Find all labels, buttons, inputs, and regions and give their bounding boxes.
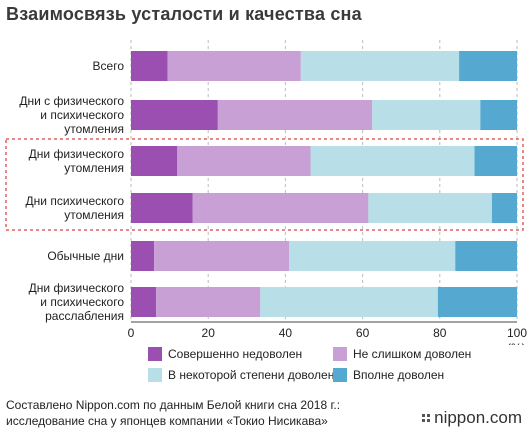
x-tick-label-100: 100 (507, 326, 527, 340)
bar-seg-c2-s0 (131, 146, 178, 176)
brand-dots-icon (422, 414, 431, 422)
legend-swatch-0 (148, 347, 162, 361)
x-tick-label-40: 40 (279, 326, 293, 340)
legend-label-2: В некоторой степени доволен (168, 368, 335, 382)
bar-seg-c0-s3 (459, 51, 517, 81)
bar-seg-c4-s0 (131, 241, 155, 271)
bar-seg-c2-s1 (177, 146, 311, 176)
bar-seg-c1-s0 (131, 100, 218, 130)
category-label-3-1: утомления (64, 208, 124, 222)
bar-seg-c3-s2 (368, 193, 492, 223)
x-tick-label-80: 80 (433, 326, 447, 340)
highlight-box (5, 138, 524, 231)
legend-item-1: Не слишком доволен (333, 347, 518, 361)
bar-seg-c3-s0 (131, 193, 193, 223)
legend-swatch-3 (333, 368, 347, 382)
legend-label-1: Не слишком доволен (353, 347, 472, 361)
category-label-5-1: и психического (40, 295, 124, 309)
category-label-2-1: утомления (64, 161, 124, 175)
category-label-1-1: и психического (40, 108, 124, 122)
category-label-3-0: Дни психического (26, 194, 125, 208)
legend-item-3: Вполне доволен (333, 368, 518, 382)
bar-seg-c1-s2 (372, 100, 481, 130)
bar-seg-c5-s3 (437, 287, 517, 317)
bar-seg-c5-s2 (260, 287, 438, 317)
category-label-4-0: Обычные дни (47, 249, 124, 263)
chart-title: Взаимосвязь усталости и качества сна (6, 4, 362, 24)
source-line-2: исследование сна у японцев компании «Ток… (6, 414, 328, 428)
category-label-1-2: утомления (64, 122, 124, 136)
bar-seg-c1-s3 (480, 100, 517, 130)
bar-seg-c3-s3 (491, 193, 517, 223)
category-label-1-0: Дни с физического (19, 94, 124, 108)
x-tick-label-20: 20 (202, 326, 216, 340)
category-label-2-0: Дни физического (29, 147, 125, 161)
category-label-0-0: Всего (93, 59, 125, 73)
legend-item-2: В некоторой степени доволен (148, 368, 335, 382)
brand-logo: nippon.com (422, 408, 522, 428)
bar-seg-c5-s1 (156, 287, 261, 317)
source-line-1: Составлено Nippon.com по данным Белой кн… (6, 398, 341, 412)
legend-swatch-1 (333, 347, 347, 361)
bar-seg-c2-s3 (474, 146, 517, 176)
bar-seg-c4-s3 (455, 241, 517, 271)
source-note: Составлено Nippon.com по данным Белой кн… (6, 397, 340, 429)
bar-seg-c0-s1 (167, 51, 301, 81)
category-label-5-0: Дни физического (29, 281, 125, 295)
bar-seg-c4-s2 (289, 241, 456, 271)
brand-text: nippon.com (434, 408, 522, 427)
bar-seg-c0-s0 (131, 51, 168, 81)
x-axis-unit: (%) (507, 341, 526, 345)
bar-seg-c4-s1 (154, 241, 290, 271)
legend-label-0: Совершенно недоволен (168, 347, 303, 361)
bar-seg-c3-s1 (192, 193, 369, 223)
bar-seg-c0-s2 (300, 51, 460, 81)
bar-seg-c5-s0 (131, 287, 157, 317)
legend-label-3: Вполне доволен (353, 368, 445, 382)
legend-item-0: Совершенно недоволен (148, 347, 333, 361)
bar-seg-c1-s1 (217, 100, 373, 130)
x-tick-label-60: 60 (356, 326, 370, 340)
legend: Совершенно недоволен Не слишком доволен … (148, 347, 518, 382)
legend-swatch-2 (148, 368, 162, 382)
bar-seg-c2-s2 (310, 146, 475, 176)
category-label-5-2: расслабления (45, 309, 124, 323)
x-tick-label-0: 0 (128, 326, 135, 340)
